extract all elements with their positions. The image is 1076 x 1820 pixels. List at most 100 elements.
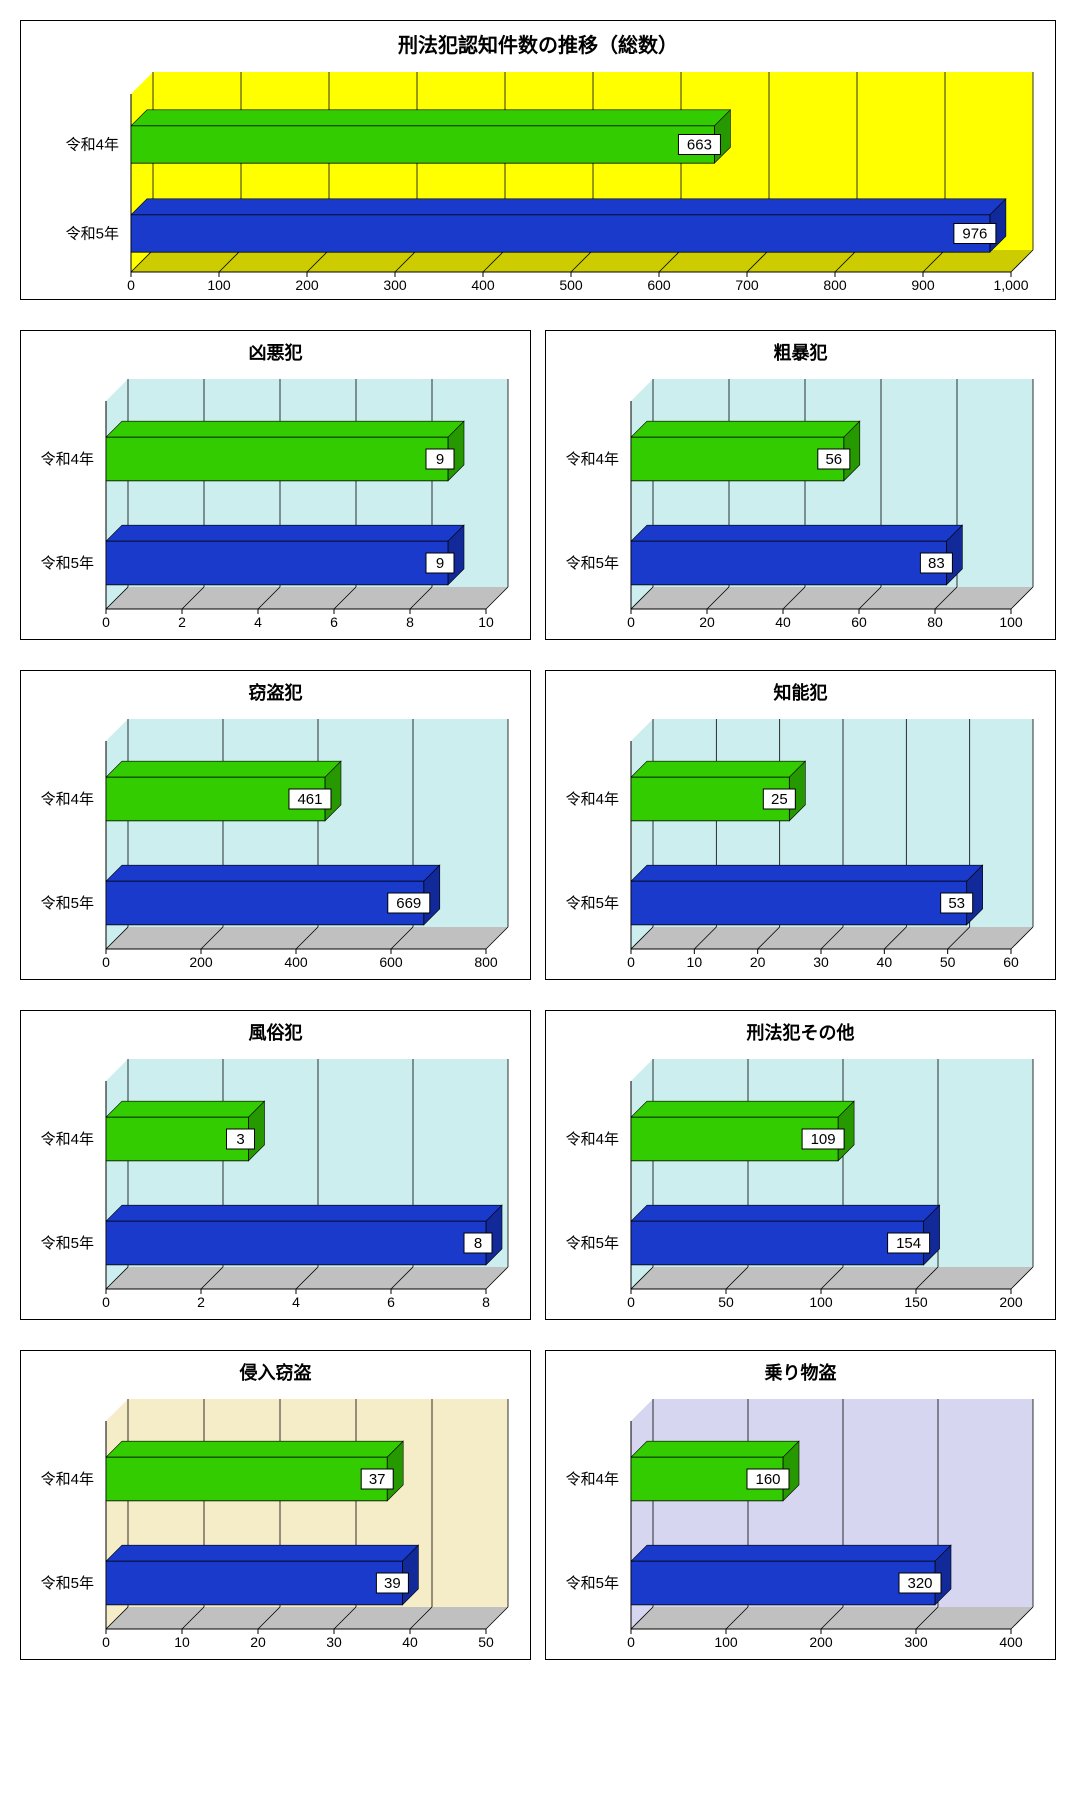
- svg-text:40: 40: [775, 614, 791, 630]
- chart-row: 窃盗犯0200400600800461令和4年669令和5年知能犯0102030…: [20, 670, 1056, 980]
- small-chart-body: 02468109令和4年9令和5年: [21, 369, 530, 639]
- svg-text:160: 160: [755, 1471, 780, 1488]
- small-chart-title: 知能犯: [546, 671, 1055, 709]
- svg-text:9: 9: [436, 451, 444, 468]
- svg-text:20: 20: [750, 954, 766, 970]
- svg-text:200: 200: [809, 1634, 833, 1650]
- small-chart-body: 010203040506025令和4年53令和5年: [546, 709, 1055, 979]
- svg-text:令和4年: 令和4年: [566, 1131, 619, 1148]
- small-chart-title: 刑法犯その他: [546, 1011, 1055, 1049]
- svg-text:20: 20: [250, 1634, 266, 1650]
- small-chart-body: 0100200300400160令和4年320令和5年: [546, 1389, 1055, 1659]
- svg-text:令和4年: 令和4年: [41, 791, 94, 808]
- svg-text:800: 800: [823, 277, 847, 293]
- svg-text:9: 9: [436, 555, 444, 572]
- svg-text:50: 50: [478, 1634, 494, 1650]
- svg-text:40: 40: [877, 954, 893, 970]
- svg-text:500: 500: [559, 277, 583, 293]
- small-chart-title: 侵入窃盗: [21, 1351, 530, 1389]
- small-chart: 凶悪犯02468109令和4年9令和5年: [20, 330, 531, 640]
- small-chart: 風俗犯024683令和4年8令和5年: [20, 1010, 531, 1320]
- svg-text:令和5年: 令和5年: [566, 895, 619, 912]
- svg-text:300: 300: [904, 1634, 928, 1650]
- small-chart-body: 024683令和4年8令和5年: [21, 1049, 530, 1319]
- svg-text:700: 700: [735, 277, 759, 293]
- svg-text:154: 154: [896, 1235, 921, 1252]
- svg-text:39: 39: [384, 1575, 401, 1592]
- svg-text:50: 50: [718, 1294, 734, 1310]
- svg-text:300: 300: [383, 277, 407, 293]
- svg-text:0: 0: [627, 1634, 635, 1650]
- svg-text:663: 663: [687, 137, 712, 154]
- svg-text:53: 53: [948, 895, 965, 912]
- svg-text:8: 8: [406, 614, 414, 630]
- svg-text:40: 40: [402, 1634, 418, 1650]
- svg-text:0: 0: [102, 1634, 110, 1650]
- small-chart-body: 050100150200109令和4年154令和5年: [546, 1049, 1055, 1319]
- small-chart-body: 0102030405037令和4年39令和5年: [21, 1389, 530, 1659]
- chart-row: 侵入窃盗0102030405037令和4年39令和5年乗り物盗010020030…: [20, 1350, 1056, 1660]
- svg-text:100: 100: [714, 1634, 738, 1650]
- svg-text:令和4年: 令和4年: [66, 137, 119, 154]
- svg-text:150: 150: [904, 1294, 928, 1310]
- svg-text:令和5年: 令和5年: [66, 226, 119, 243]
- svg-text:8: 8: [474, 1235, 482, 1252]
- svg-text:50: 50: [940, 954, 956, 970]
- svg-text:100: 100: [207, 277, 231, 293]
- svg-text:1,000: 1,000: [993, 277, 1028, 293]
- svg-text:25: 25: [771, 791, 788, 808]
- small-chart-title: 風俗犯: [21, 1011, 530, 1049]
- small-chart-title: 粗暴犯: [546, 331, 1055, 369]
- small-chart: 刑法犯その他050100150200109令和4年154令和5年: [545, 1010, 1056, 1320]
- svg-text:200: 200: [189, 954, 213, 970]
- svg-text:令和4年: 令和4年: [41, 1471, 94, 1488]
- svg-text:令和4年: 令和4年: [41, 451, 94, 468]
- svg-text:3: 3: [236, 1131, 244, 1148]
- svg-text:令和5年: 令和5年: [41, 555, 94, 572]
- svg-text:20: 20: [699, 614, 715, 630]
- svg-text:10: 10: [174, 1634, 190, 1650]
- small-chart-body: 02040608010056令和4年83令和5年: [546, 369, 1055, 639]
- svg-text:200: 200: [295, 277, 319, 293]
- svg-text:0: 0: [102, 614, 110, 630]
- svg-text:0: 0: [102, 1294, 110, 1310]
- svg-text:令和5年: 令和5年: [566, 1235, 619, 1252]
- svg-text:10: 10: [478, 614, 494, 630]
- svg-text:0: 0: [627, 614, 635, 630]
- svg-text:900: 900: [911, 277, 935, 293]
- main-chart-body: 01002003004005006007008009001,000663令和4年…: [21, 62, 1055, 302]
- svg-text:0: 0: [102, 954, 110, 970]
- small-chart-title: 乗り物盗: [546, 1351, 1055, 1389]
- svg-text:400: 400: [471, 277, 495, 293]
- svg-text:0: 0: [627, 1294, 635, 1310]
- svg-text:320: 320: [907, 1575, 932, 1592]
- svg-text:令和5年: 令和5年: [566, 1575, 619, 1592]
- svg-text:0: 0: [627, 954, 635, 970]
- svg-text:0: 0: [127, 277, 135, 293]
- svg-text:令和5年: 令和5年: [41, 1575, 94, 1592]
- svg-text:令和5年: 令和5年: [41, 1235, 94, 1252]
- svg-text:30: 30: [813, 954, 829, 970]
- svg-text:109: 109: [811, 1131, 836, 1148]
- svg-text:6: 6: [330, 614, 338, 630]
- svg-text:2: 2: [178, 614, 186, 630]
- svg-text:461: 461: [297, 791, 322, 808]
- small-chart-body: 0200400600800461令和4年669令和5年: [21, 709, 530, 979]
- svg-text:100: 100: [999, 614, 1023, 630]
- small-chart: 粗暴犯02040608010056令和4年83令和5年: [545, 330, 1056, 640]
- small-chart-title: 窃盗犯: [21, 671, 530, 709]
- svg-text:4: 4: [292, 1294, 300, 1310]
- svg-text:56: 56: [825, 451, 842, 468]
- small-chart-title: 凶悪犯: [21, 331, 530, 369]
- svg-text:8: 8: [482, 1294, 490, 1310]
- svg-text:600: 600: [379, 954, 403, 970]
- main-chart: 刑法犯認知件数の推移（総数）01002003004005006007008009…: [20, 20, 1056, 300]
- svg-text:6: 6: [387, 1294, 395, 1310]
- svg-text:100: 100: [809, 1294, 833, 1310]
- small-chart: 知能犯010203040506025令和4年53令和5年: [545, 670, 1056, 980]
- svg-text:令和4年: 令和4年: [566, 451, 619, 468]
- svg-text:令和5年: 令和5年: [41, 895, 94, 912]
- svg-text:10: 10: [687, 954, 703, 970]
- svg-text:400: 400: [284, 954, 308, 970]
- main-chart-title: 刑法犯認知件数の推移（総数）: [21, 21, 1055, 62]
